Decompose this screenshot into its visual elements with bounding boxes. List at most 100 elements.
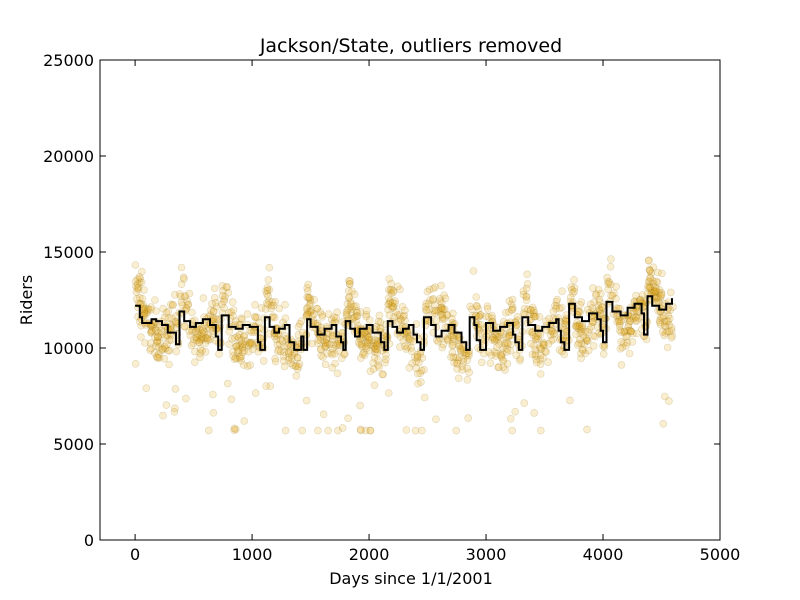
scatter-point xyxy=(464,351,473,360)
scatter-point xyxy=(153,337,162,346)
scatter-point xyxy=(369,365,378,373)
scatter-point xyxy=(327,348,336,357)
scatter-point xyxy=(661,322,670,331)
scatter-point xyxy=(655,316,664,325)
scatter-point xyxy=(357,354,365,362)
scatter-point xyxy=(255,319,263,327)
scatter-point xyxy=(271,297,280,306)
scatter-point xyxy=(147,328,155,337)
scatter-point xyxy=(606,262,615,271)
scatter-point xyxy=(660,392,669,401)
scatter-point xyxy=(310,310,318,318)
scatter-point xyxy=(158,330,166,339)
scatter-point xyxy=(401,316,409,325)
scatter-point xyxy=(203,333,211,342)
scatter-point xyxy=(655,286,664,294)
scatter-point xyxy=(530,409,539,417)
scatter-point xyxy=(334,426,342,435)
scatter-point xyxy=(237,352,246,361)
scatter-point xyxy=(486,359,495,368)
scatter-point xyxy=(591,291,600,300)
scatter-point xyxy=(646,274,654,283)
scatter-point xyxy=(346,277,354,285)
scatter-point xyxy=(627,327,635,336)
scatter-point xyxy=(625,349,634,358)
scatter-point xyxy=(180,293,189,301)
scatter-point xyxy=(650,288,659,297)
scatter-point xyxy=(287,355,296,363)
scatter-point xyxy=(501,366,509,374)
scatter-point xyxy=(367,336,376,344)
scatter-point xyxy=(142,305,150,313)
scatter-point xyxy=(308,311,317,320)
scatter-point xyxy=(181,322,189,330)
scatter-point xyxy=(371,345,379,353)
scatter-point xyxy=(259,334,268,343)
scatter-point xyxy=(238,344,247,352)
scatter-point xyxy=(583,425,591,434)
scatter-point xyxy=(544,358,552,367)
scatter-point xyxy=(239,340,247,349)
scatter-point xyxy=(432,415,440,424)
scatter-point xyxy=(334,347,343,355)
scatter-point xyxy=(378,370,387,379)
scatter-point xyxy=(261,305,270,313)
scatter-point xyxy=(443,310,452,319)
scatter-point xyxy=(399,312,408,321)
scatter-point xyxy=(406,335,414,343)
scatter-point xyxy=(233,332,242,341)
scatter-point xyxy=(136,293,144,302)
scatter-point xyxy=(417,378,425,386)
scatter-point xyxy=(139,300,147,309)
scatter-point xyxy=(168,314,176,323)
scatter-point xyxy=(508,426,517,435)
scatter-point xyxy=(384,286,393,294)
scatter-point xyxy=(360,351,369,359)
scatter-point xyxy=(422,299,431,308)
scatter-point xyxy=(303,287,312,295)
scatter-point xyxy=(236,354,244,363)
scatter-point xyxy=(385,275,393,283)
scatter-point xyxy=(622,332,631,341)
scatter-point xyxy=(306,299,315,308)
scatter-point xyxy=(522,284,531,293)
scatter-point xyxy=(154,343,163,351)
scatter-point xyxy=(147,305,155,314)
scatter-point xyxy=(645,277,654,286)
scatter-point xyxy=(224,288,233,297)
scatter-point xyxy=(387,289,396,298)
scatter-point xyxy=(270,313,279,322)
scatter-point xyxy=(321,341,330,350)
scatter-point xyxy=(347,308,356,317)
scatter-point xyxy=(492,343,501,352)
scatter-point xyxy=(418,426,426,435)
scatter-point xyxy=(531,351,540,360)
scatter-point xyxy=(263,286,272,295)
scatter-point xyxy=(629,314,638,323)
scatter-point xyxy=(196,336,205,345)
scatter-point xyxy=(177,263,186,272)
scatter-point xyxy=(528,328,536,337)
scatter-point xyxy=(246,326,254,335)
scatter-point xyxy=(384,300,393,309)
scatter-point xyxy=(390,313,398,321)
scatter-point xyxy=(192,333,200,342)
scatter-point xyxy=(274,345,283,354)
scatter-point xyxy=(318,311,326,319)
scatter-point xyxy=(617,328,626,336)
scatter-point xyxy=(403,330,412,339)
scatter-point xyxy=(147,344,155,353)
scatter-point xyxy=(604,285,613,294)
scatter-point xyxy=(618,343,627,352)
scatter-point xyxy=(265,285,274,294)
scatter-point xyxy=(172,347,181,356)
scatter-point xyxy=(376,318,385,327)
scatter-point xyxy=(262,287,270,295)
scatter-point xyxy=(185,289,194,298)
scatter-point xyxy=(528,303,537,312)
scatter-point xyxy=(536,370,545,378)
scatter-point xyxy=(210,284,219,293)
scatter-point xyxy=(500,339,509,348)
scatter-point xyxy=(348,305,356,314)
scatter-point xyxy=(653,268,662,277)
